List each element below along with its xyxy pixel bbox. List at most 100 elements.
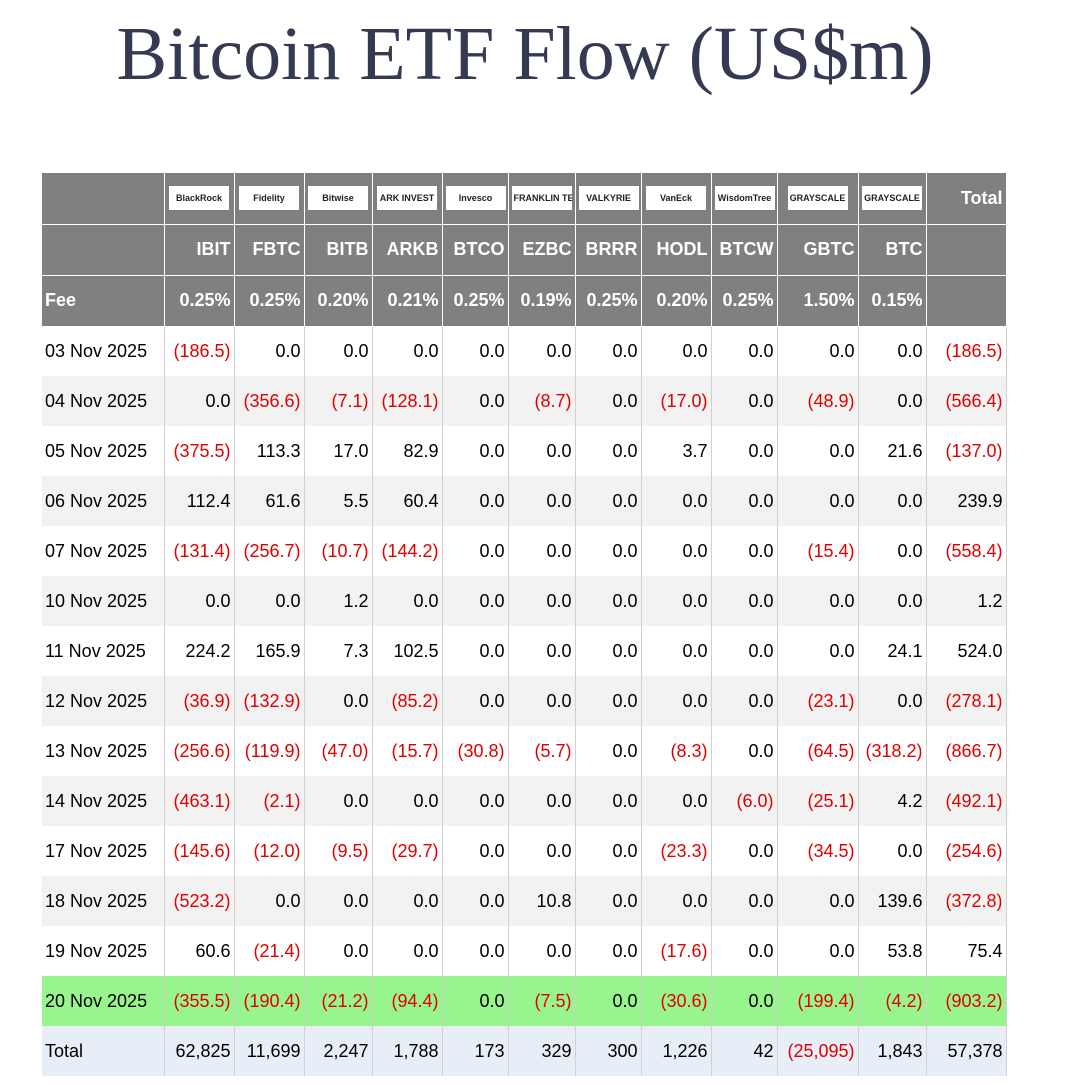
flow-cell: 0.0 bbox=[234, 576, 305, 626]
flow-cell: (12.0) bbox=[234, 826, 305, 876]
flow-cell: (131.4) bbox=[164, 526, 235, 576]
flow-cell: 165.9 bbox=[234, 626, 305, 676]
flow-cell: (34.5) bbox=[777, 826, 859, 876]
flow-cell: 0.0 bbox=[641, 626, 712, 676]
flow-cell: 0.0 bbox=[442, 876, 509, 926]
flow-cell: 0.0 bbox=[777, 426, 859, 476]
flow-cell: (558.4) bbox=[926, 526, 1007, 576]
header-row: Fee 0.25% 0.25% 0.20% 0.21% 0.25% 0.19% 0.25% 0.… bbox=[42, 275, 1007, 327]
flow-cell: (318.2) bbox=[858, 726, 927, 776]
flow-cell: 300 bbox=[575, 1026, 642, 1076]
row-label: 20 Nov 2025 bbox=[42, 976, 165, 1026]
data-row: 04 Nov 2025 0.0 (356.6) (7.1) (128.1) 0.0 (8.7… bbox=[42, 376, 1007, 426]
ticker: HODL bbox=[641, 224, 712, 276]
flow-cell: 0.0 bbox=[777, 326, 859, 376]
flow-cell: 0.0 bbox=[641, 676, 712, 726]
flow-cell: 0.0 bbox=[508, 626, 576, 676]
header-cell bbox=[42, 173, 165, 225]
flow-cell: 0.0 bbox=[442, 576, 509, 626]
row-label: 19 Nov 2025 bbox=[42, 926, 165, 976]
logo-cell: Fidelity bbox=[234, 173, 305, 225]
flow-cell: 0.0 bbox=[304, 676, 373, 726]
ticker: ARKB bbox=[372, 224, 443, 276]
row-label: 18 Nov 2025 bbox=[42, 876, 165, 926]
flow-cell: (25,095) bbox=[777, 1026, 859, 1076]
flow-cell: 0.0 bbox=[711, 326, 778, 376]
flow-cell: 0.0 bbox=[711, 626, 778, 676]
flow-cell: 524.0 bbox=[926, 626, 1007, 676]
data-row: 13 Nov 2025 (256.6) (119.9) (47.0) (15.7) (30… bbox=[42, 726, 1007, 776]
fee: 1.50% bbox=[777, 275, 859, 327]
fee: 0.25% bbox=[575, 275, 642, 327]
flow-cell: 0.0 bbox=[711, 426, 778, 476]
data-row: 18 Nov 2025 (523.2) 0.0 0.0 0.0 0.0 10.8 0.0 0.0… bbox=[42, 876, 1007, 926]
flow-cell: 0.0 bbox=[575, 926, 642, 976]
logo-cell: VanEck bbox=[641, 173, 712, 225]
header-cell: Fee bbox=[42, 275, 165, 327]
flow-cell: 0.0 bbox=[641, 576, 712, 626]
data-row: 06 Nov 2025 112.4 61.6 5.5 60.4 0.0 0.0 0.0 0.0 0… bbox=[42, 476, 1007, 526]
fund-logo: Invesco bbox=[445, 186, 506, 211]
row-label: 12 Nov 2025 bbox=[42, 676, 165, 726]
flow-cell: (186.5) bbox=[164, 326, 235, 376]
flow-cell: (119.9) bbox=[234, 726, 305, 776]
flow-cell: (85.2) bbox=[372, 676, 443, 726]
flow-cell: 24.1 bbox=[858, 626, 927, 676]
flow-cell: 0.0 bbox=[575, 826, 642, 876]
flow-cell: (64.5) bbox=[777, 726, 859, 776]
flow-cell: (128.1) bbox=[372, 376, 443, 426]
flow-cell: (7.1) bbox=[304, 376, 373, 426]
flow-cell: 224.2 bbox=[164, 626, 235, 676]
flow-cell: (10.7) bbox=[304, 526, 373, 576]
flow-cell: 0.0 bbox=[372, 326, 443, 376]
flow-cell: 0.0 bbox=[508, 776, 576, 826]
etf-flow-table: BlackRock Fidelity Bitwise ARK INVEST Invesc… bbox=[42, 173, 1007, 1076]
flow-cell: (254.6) bbox=[926, 826, 1007, 876]
data-row: 05 Nov 2025 (375.5) 113.3 17.0 82.9 0.0 0.0 0.0… bbox=[42, 426, 1007, 476]
flow-cell: 0.0 bbox=[372, 876, 443, 926]
header-cell bbox=[926, 275, 1007, 327]
flow-cell: (17.0) bbox=[641, 376, 712, 426]
fee: 0.25% bbox=[164, 275, 235, 327]
flow-cell: (47.0) bbox=[304, 726, 373, 776]
flow-cell: 329 bbox=[508, 1026, 576, 1076]
flow-cell: 0.0 bbox=[304, 326, 373, 376]
flow-cell: 60.4 bbox=[372, 476, 443, 526]
flow-cell: 0.0 bbox=[575, 626, 642, 676]
flow-cell: 0.0 bbox=[711, 876, 778, 926]
flow-cell: 0.0 bbox=[234, 876, 305, 926]
data-row: 19 Nov 2025 60.6 (21.4) 0.0 0.0 0.0 0.0 0.0 (17.… bbox=[42, 926, 1007, 976]
flow-cell: 0.0 bbox=[304, 876, 373, 926]
flow-cell: 0.0 bbox=[711, 526, 778, 576]
flow-cell: (15.7) bbox=[372, 726, 443, 776]
flow-cell: 0.0 bbox=[858, 676, 927, 726]
flow-cell: (5.7) bbox=[508, 726, 576, 776]
flow-cell: 7.3 bbox=[304, 626, 373, 676]
flow-cell: 82.9 bbox=[372, 426, 443, 476]
flow-cell: 0.0 bbox=[641, 326, 712, 376]
fee: 0.21% bbox=[372, 275, 443, 327]
row-label: 04 Nov 2025 bbox=[42, 376, 165, 426]
flow-cell: (903.2) bbox=[926, 976, 1007, 1026]
row-label: 14 Nov 2025 bbox=[42, 776, 165, 826]
flow-cell: 0.0 bbox=[858, 526, 927, 576]
row-label: 13 Nov 2025 bbox=[42, 726, 165, 776]
flow-cell: 113.3 bbox=[234, 426, 305, 476]
row-label: 17 Nov 2025 bbox=[42, 826, 165, 876]
ticker: IBIT bbox=[164, 224, 235, 276]
flow-cell: 0.0 bbox=[575, 476, 642, 526]
flow-cell: 42 bbox=[711, 1026, 778, 1076]
flow-cell: 3.7 bbox=[641, 426, 712, 476]
flow-cell: 0.0 bbox=[508, 326, 576, 376]
flow-cell: 102.5 bbox=[372, 626, 443, 676]
flow-cell: 0.0 bbox=[234, 326, 305, 376]
flow-cell: 0.0 bbox=[442, 476, 509, 526]
row-label: 05 Nov 2025 bbox=[42, 426, 165, 476]
flow-cell: 17.0 bbox=[304, 426, 373, 476]
flow-cell: (132.9) bbox=[234, 676, 305, 726]
flow-cell: 0.0 bbox=[442, 776, 509, 826]
flow-cell: (8.3) bbox=[641, 726, 712, 776]
fund-logo: GRAYSCALE bbox=[862, 186, 922, 211]
logo-cell: GRAYSCALE bbox=[858, 173, 927, 225]
flow-cell: (492.1) bbox=[926, 776, 1007, 826]
